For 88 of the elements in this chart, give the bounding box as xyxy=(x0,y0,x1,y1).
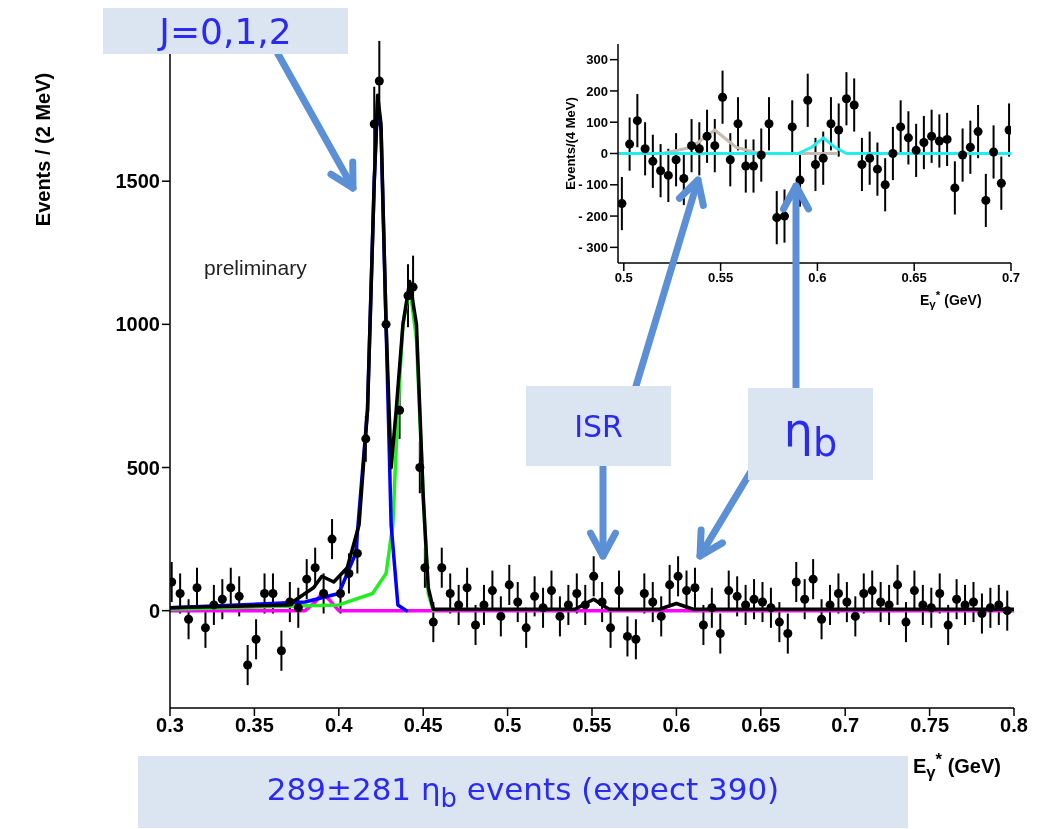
point xyxy=(671,155,681,165)
point xyxy=(965,142,975,152)
annotation: η$_{b}$ xyxy=(783,402,838,466)
point xyxy=(718,92,728,102)
point xyxy=(810,159,820,169)
point xyxy=(687,141,697,151)
y-tick-label: 1500 xyxy=(115,170,160,193)
x-tick-label: 0.7 xyxy=(1001,270,1021,286)
x-tick-label: 0.5 xyxy=(614,270,633,286)
point xyxy=(826,119,836,129)
annotation: J=0,1,2 xyxy=(159,10,292,52)
point xyxy=(872,164,882,174)
point xyxy=(795,175,805,185)
point xyxy=(702,131,712,141)
x-tick-label: 0.55 xyxy=(707,270,734,286)
x-tick-label: 0.55 xyxy=(572,714,612,737)
y-tick-label: 0 xyxy=(600,146,608,162)
x-tick-label: 0.3 xyxy=(156,714,184,737)
point xyxy=(749,161,759,171)
point xyxy=(772,213,782,223)
y-tick-label: 0 xyxy=(148,599,160,622)
x-tick-label: 0.5 xyxy=(493,714,522,737)
point xyxy=(779,211,790,221)
y-tick-label: 300 xyxy=(586,52,608,68)
x-axis-title: E$_{γ}$$^{*}$ (GeV) xyxy=(913,750,1001,783)
text-box: ISR xyxy=(526,386,671,466)
point xyxy=(640,144,650,154)
point xyxy=(888,148,898,159)
point xyxy=(632,116,642,126)
point xyxy=(679,174,689,184)
point xyxy=(989,147,999,157)
point xyxy=(648,156,658,166)
point xyxy=(865,153,875,163)
y-tick-label: - 100 xyxy=(578,177,608,193)
x-tick-label: 0.45 xyxy=(403,714,443,737)
x-tick-label: 0.65 xyxy=(741,714,781,737)
point xyxy=(694,144,704,154)
y-axis-title: Events/(4 MeV) xyxy=(562,96,578,192)
x-tick-label: 0.7 xyxy=(831,714,860,737)
x-tick-label: 0.35 xyxy=(234,714,274,737)
point xyxy=(919,138,929,148)
point xyxy=(996,178,1006,188)
y-tick-label: - 200 xyxy=(578,208,608,224)
point xyxy=(656,166,666,176)
text-box: 289±281 η$_{b}$ events (expect 390) xyxy=(138,756,908,828)
annotation: preliminary xyxy=(204,256,307,279)
point xyxy=(625,139,635,149)
x-tick-label: 0.6 xyxy=(662,714,691,737)
y-tick-label: 100 xyxy=(586,114,608,130)
point xyxy=(942,134,952,144)
point xyxy=(803,95,813,105)
point xyxy=(981,195,991,205)
point xyxy=(958,150,968,160)
point xyxy=(725,155,735,165)
point xyxy=(663,170,673,180)
point xyxy=(973,127,983,137)
point xyxy=(911,145,921,155)
point xyxy=(934,136,944,146)
x-tick-label: 0.8 xyxy=(1000,714,1028,737)
point xyxy=(710,141,720,151)
y-tick-label: 200 xyxy=(586,83,608,99)
point xyxy=(787,122,797,132)
x-tick-label: 0.6 xyxy=(808,270,827,286)
point xyxy=(950,183,960,193)
text-box: η$_{b}$ xyxy=(748,388,873,480)
point xyxy=(756,150,766,160)
point xyxy=(880,180,890,190)
point xyxy=(927,131,937,141)
x-tick-label: 0.65 xyxy=(901,270,927,286)
point xyxy=(841,94,851,104)
y-axis-title: Events / (2 MeV) xyxy=(31,71,55,229)
point xyxy=(903,133,913,143)
text-box: J=0,1,2 xyxy=(103,8,348,54)
x-axis-title: E$_{γ}$$^{*}$ (GeV) xyxy=(920,288,982,311)
y-tick-label: - 300 xyxy=(578,239,608,255)
x-tick-label: 0.75 xyxy=(910,714,950,737)
point xyxy=(896,122,906,132)
point xyxy=(857,159,867,169)
point xyxy=(733,119,743,129)
point xyxy=(764,119,774,129)
x-tick-label: 0.4 xyxy=(324,714,354,737)
point xyxy=(618,199,627,209)
point xyxy=(849,100,859,110)
annotation: ISR xyxy=(574,408,623,444)
point xyxy=(834,125,844,135)
y-tick-label: 500 xyxy=(126,456,160,479)
y-tick-label: 1000 xyxy=(115,313,160,336)
point xyxy=(818,153,828,163)
